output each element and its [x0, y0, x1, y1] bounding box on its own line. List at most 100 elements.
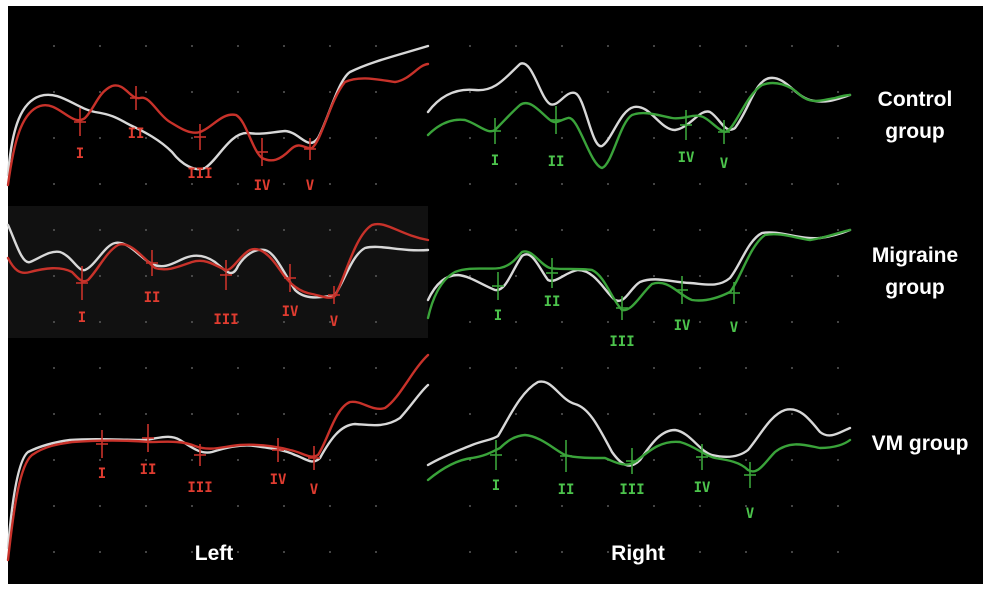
grid-dot: [515, 321, 517, 323]
grid-dot: [699, 367, 701, 369]
grid-dot: [699, 275, 701, 277]
grid-dot: [469, 275, 471, 277]
grid-dot: [329, 91, 331, 93]
grid-dot: [53, 45, 55, 47]
grid-dot: [699, 459, 701, 461]
grid-dot: [329, 229, 331, 231]
grid-dot: [237, 505, 239, 507]
grid-dot: [375, 505, 377, 507]
grid-dot: [837, 551, 839, 553]
grid-dot: [837, 91, 839, 93]
grid-dot: [329, 45, 331, 47]
migraine-group-label-line2: group: [885, 276, 944, 299]
grid-dot: [375, 551, 377, 553]
grid-dot: [237, 137, 239, 139]
wave-label: IV: [270, 472, 287, 488]
control-right-green-trace: [426, 81, 852, 170]
grid-dot: [375, 275, 377, 277]
grid-dot: [791, 413, 793, 415]
grid-dot: [837, 413, 839, 415]
grid-dot: [469, 229, 471, 231]
grid-dot: [837, 137, 839, 139]
grid-dot: [375, 91, 377, 93]
wave-label: I: [491, 153, 499, 169]
grid-dot: [837, 45, 839, 47]
control-right-panel: I II IV V: [426, 62, 852, 172]
grid-dot: [469, 367, 471, 369]
grid-dot: [699, 229, 701, 231]
migraine-group-label-line1: Migraine: [872, 244, 958, 267]
grid-dot: [515, 45, 517, 47]
grid-dot: [561, 321, 563, 323]
grid-dot: [607, 321, 609, 323]
grid-dot: [653, 459, 655, 461]
grid-dot: [375, 137, 377, 139]
grid-dot: [99, 505, 101, 507]
grid-dot: [561, 183, 563, 185]
grid-dot: [469, 551, 471, 553]
wave-label: V: [330, 314, 339, 330]
grid-dot: [469, 91, 471, 93]
grid-dot: [745, 229, 747, 231]
wave-label: I: [98, 466, 106, 482]
grid-dot: [99, 45, 101, 47]
grid-dot: [329, 183, 331, 185]
grid-dot: [515, 229, 517, 231]
grid-dot: [653, 183, 655, 185]
grid-dot: [329, 413, 331, 415]
grid-dot: [375, 413, 377, 415]
grid-dot: [145, 91, 147, 93]
grid-dot: [191, 137, 193, 139]
grid-dot: [745, 321, 747, 323]
grid-dot: [699, 183, 701, 185]
wave-label: I: [492, 478, 500, 494]
grid-dot: [329, 367, 331, 369]
grid-dot: [53, 413, 55, 415]
grid-dot: [653, 91, 655, 93]
grid-dot: [99, 367, 101, 369]
grid-dot: [145, 229, 147, 231]
grid-dot: [607, 183, 609, 185]
grid-dot: [283, 229, 285, 231]
grid-dot: [237, 551, 239, 553]
vm-group-label: VM group: [872, 432, 969, 455]
grid-dot: [791, 45, 793, 47]
grid-dot: [191, 551, 193, 553]
grid-dot: [699, 45, 701, 47]
grid-dot: [145, 551, 147, 553]
grid-dot: [191, 367, 193, 369]
grid-dot: [561, 413, 563, 415]
grid-dot: [607, 367, 609, 369]
grid-dot: [745, 183, 747, 185]
grid-dot: [653, 413, 655, 415]
vm-right-white-trace: [426, 380, 852, 467]
grid-dot: [191, 91, 193, 93]
grid-dot: [837, 367, 839, 369]
grid-dot: [745, 505, 747, 507]
grid-dot: [837, 275, 839, 277]
wave-label: II: [144, 290, 161, 306]
wave-label: IV: [694, 480, 711, 496]
grid-dot: [283, 367, 285, 369]
grid-dot: [99, 91, 101, 93]
grid-dot: [145, 137, 147, 139]
vm-left-red-trace: [6, 353, 430, 562]
grid-dot: [837, 505, 839, 507]
grid-dot: [283, 321, 285, 323]
grid-dot: [237, 459, 239, 461]
grid-dot: [791, 367, 793, 369]
wave-label: III: [187, 166, 212, 182]
grid-dot: [237, 321, 239, 323]
grid-dot: [191, 183, 193, 185]
grid-dot: [791, 137, 793, 139]
grid-dot: [469, 413, 471, 415]
wave-label: II: [544, 294, 561, 310]
vm-right-green-trace: [426, 433, 852, 482]
wave-label: II: [558, 482, 575, 498]
grid-dot: [699, 413, 701, 415]
grid-dot: [375, 321, 377, 323]
grid-dot: [607, 45, 609, 47]
wave-label: I: [494, 308, 502, 324]
grid-dot: [607, 229, 609, 231]
